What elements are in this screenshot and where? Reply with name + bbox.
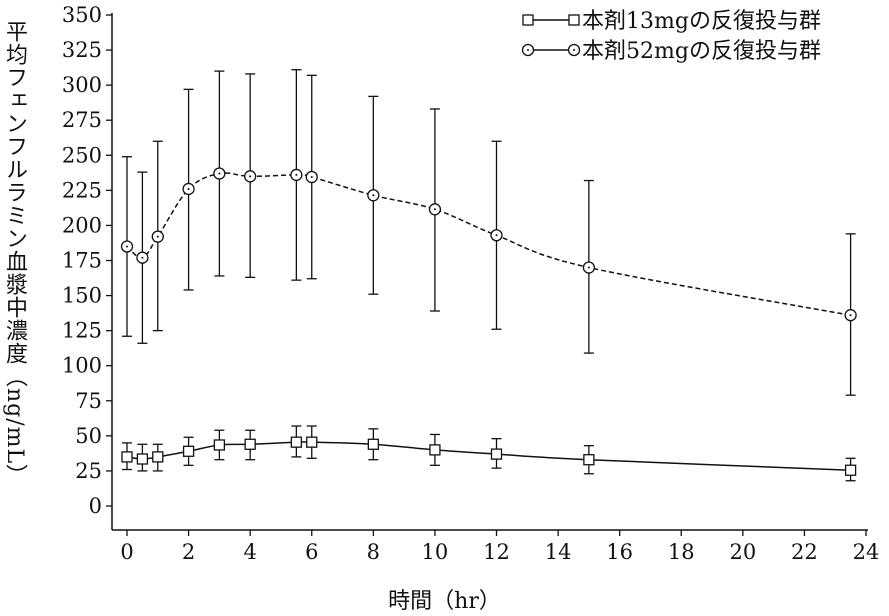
legend-marker-52mg-center [527,49,529,51]
data-point-13mg [429,444,441,456]
data-point-52mg-center [849,314,852,317]
data-point-13mg [121,451,133,463]
y-axis-label: 平均フェンフルラミン血漿中濃度（ng/mL） [2,20,27,488]
legend-marker-52mg-center [573,49,575,51]
y-tick-label: 75 [75,389,102,413]
series-line-52mg [126,172,851,316]
x-axis-label: 時間（hr） [388,589,501,614]
x-tick-label: 14 [545,540,572,564]
x-tick-label: 6 [305,540,318,564]
x-tick-label: 18 [668,540,695,564]
legend-marker-13mg [568,14,580,26]
legend-label-52mg: 本剤52mgの反復投与群 [582,39,821,64]
data-point-52mg-center [126,245,128,248]
data-point-52mg-center [218,172,221,175]
data-point-52mg-center [372,194,375,197]
y-tick-label: 125 [62,319,102,343]
y-tick-label: 225 [62,178,102,202]
x-tick-label: 8 [367,540,380,564]
data-point-13mg [490,448,503,460]
data-point-13mg [306,436,318,448]
x-tick-label: 2 [182,540,195,564]
x-tick-label: 20 [729,540,756,564]
data-point-52mg-center [156,235,159,238]
data-point-52mg-center [249,175,252,178]
y-tick-label: 150 [62,284,102,308]
data-point-13mg [367,438,379,450]
data-point-52mg-center [295,173,298,176]
y-tick-label: 350 [62,3,102,27]
series-line-13mg [126,441,851,471]
x-tick-label: 16 [606,540,633,564]
legend-marker-13mg [522,14,534,26]
y-tick-label: 325 [62,38,102,62]
x-tick-label: 22 [791,540,818,564]
legend-label-13mg: 本剤13mgの反復投与群 [582,9,821,34]
data-point-13mg [290,436,303,448]
data-point-52mg-center [495,234,498,237]
data-point-52mg-center [587,266,590,269]
x-tick-label: 10 [422,540,449,564]
data-point-52mg-center [141,256,144,259]
data-point-13mg [244,438,256,450]
data-point-52mg-center [187,187,190,190]
y-tick-label: 200 [62,213,102,237]
data-point-52mg-center [433,208,436,211]
data-point-13mg [136,453,149,465]
y-tick-label: 275 [62,108,102,132]
x-tick-label: 0 [120,540,133,564]
data-point-13mg [583,454,595,466]
x-tick-label: 24 [853,540,880,564]
data-point-13mg [213,439,226,451]
data-point-52mg-center [310,176,313,179]
y-tick-label: 175 [62,249,102,273]
data-point-13mg [844,464,857,476]
y-tick-label: 300 [62,73,102,97]
y-tick-label: 100 [62,354,102,378]
y-tick-label: 0 [89,494,102,518]
y-tick-label: 250 [62,143,102,167]
x-tick-label: 12 [483,540,510,564]
x-tick-label: 4 [243,540,256,564]
data-point-13mg [152,451,164,463]
y-tick-label: 50 [75,424,102,448]
data-point-13mg [182,445,195,457]
y-tick-label: 25 [75,459,102,483]
